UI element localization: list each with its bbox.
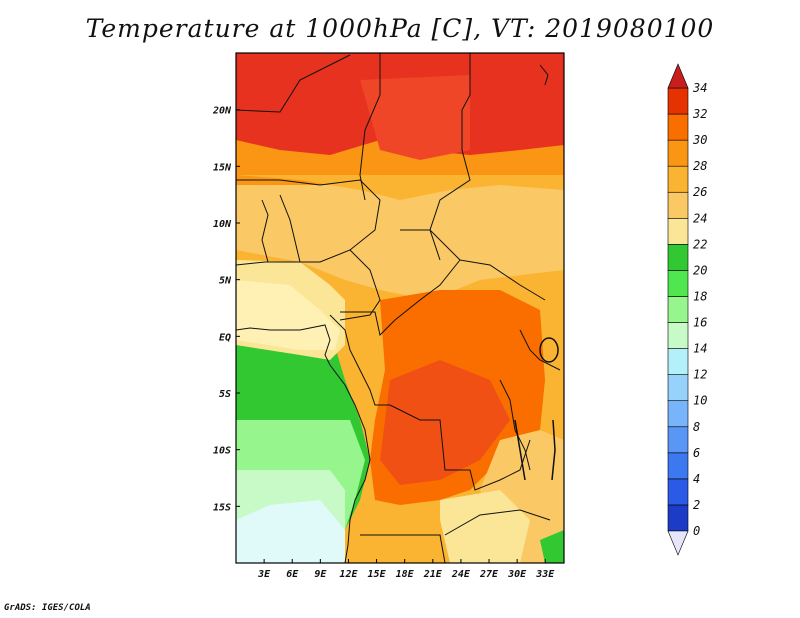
colorbar-box [667,139,689,167]
colorbar-label: 8 [693,420,700,434]
field-south-yellow [440,490,530,563]
country-borders [236,53,561,563]
border-line [236,54,351,113]
colorbar-label: 10 [693,394,707,408]
colorbar-label: 20 [693,263,707,277]
border-line [519,329,561,371]
y-axis-ticks: 20N 15N 10N 5N EQ 5S 10S 15S [212,106,240,513]
colorbar-box [667,191,689,219]
colorbar-box [667,113,689,141]
colorbar-box [667,504,689,532]
colorbar-label: 24 [693,211,707,225]
field-sahel-edge [236,175,564,200]
colorbar-box [667,374,689,402]
border-line [339,249,381,321]
border-line [261,199,269,263]
x-tick-label: 33E [535,569,555,580]
y-tick-label: 20N [212,106,232,117]
colorbar-boxes [667,63,689,556]
x-tick-label: 30E [507,569,527,580]
colorbar-box [667,244,689,271]
colorbar-box [667,87,689,115]
x-tick-label: 12E [339,569,358,580]
colorbar-max-triangle [667,63,689,89]
border-line [499,379,531,471]
colorbar-box [667,270,689,297]
colorbar-label: 14 [693,342,707,356]
colorbar-label: 22 [693,237,707,251]
colorbar-label: 12 [693,368,707,382]
field-gulf-paleyellow [236,280,340,350]
x-tick-label: 6E [286,569,299,580]
colorbar-label: 2 [693,498,700,512]
y-tick-label: 15N [213,162,232,173]
border-line [429,53,471,261]
map-frame [235,52,565,564]
x-tick-label: 24E [451,569,471,580]
colorbar-box [667,478,689,506]
colorbar-label: 16 [693,316,707,330]
border-line [400,229,461,261]
chart-title: Temperature at 1000hPa [C], VT: 20190801… [85,14,715,43]
border-line [359,53,381,201]
border-line [279,194,301,263]
coastline [329,364,371,563]
colorbar-box [667,400,689,428]
colorbar-label: 32 [692,107,707,121]
y-tick-label: EQ [219,332,231,343]
field-angola-hot [380,360,510,485]
colorbar-box [667,348,689,375]
x-tick-label: 18E [396,569,415,580]
x-tick-label: 9E [314,569,327,580]
x-tick-label: 27E [479,569,499,580]
y-tick-label: 5S [219,389,231,400]
colorbar-label: 18 [693,289,707,303]
border-line [340,259,546,337]
border-line [539,64,549,86]
lake-malawi [551,419,556,481]
colorbar-box [667,165,689,193]
credit-text: GrADS: IGES/COLA [4,603,91,613]
colorbar-label: 6 [693,446,700,460]
border-line [329,314,390,406]
y-tick-label: 10N [213,219,232,230]
colorbar-label: 34 [692,81,707,95]
border-line [389,404,531,491]
x-tick-label: 3E [257,569,271,580]
coastline [236,324,331,366]
y-tick-label: 15S [213,502,231,513]
field-namibia [345,520,450,563]
field-southeast-green [540,530,564,563]
colorbar-label: 0 [693,524,700,538]
colorbar-box [667,217,689,245]
lake-tanganyika [514,419,526,481]
border-line [236,179,381,266]
colorbar-min-triangle [667,530,689,556]
field-sahara-mid [360,75,470,160]
colorbar-label: 26 [693,185,707,199]
colorbar-box [667,296,689,323]
colorbar-box [667,426,689,454]
colorbar-label: 28 [693,159,707,173]
x-tick-label: 15E [368,569,387,580]
colorbar-label: 30 [692,133,707,147]
x-axis-ticks: 3E 6E 9E 12E 15E 18E 21E 24E 27E 30E 33E [257,559,555,580]
lake-victoria [539,337,559,363]
colorbar-box [667,322,689,349]
x-tick-label: 21E [423,569,443,580]
colorbar-box [667,452,689,480]
y-tick-label: 5N [219,276,232,287]
border-line [444,509,551,536]
border-line [360,534,446,563]
field-central-band [236,175,564,300]
colorbar-label: 4 [693,472,700,486]
temperature-field [236,53,564,563]
y-tick-label: 10S [213,446,231,457]
field-atlantic-cyan [236,500,345,563]
lakes [514,337,559,481]
